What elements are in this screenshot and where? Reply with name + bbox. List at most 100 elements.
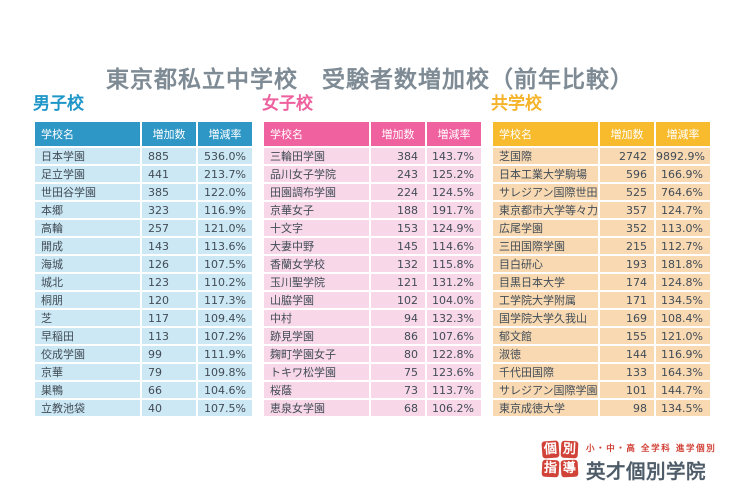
rate-cell: 125.2% (425, 164, 483, 184)
increase-cell: 99 (140, 344, 198, 364)
table-row: 本郷 323 116.9% (33, 200, 254, 220)
increase-cell: 188 (369, 200, 427, 220)
rate-cell: 123.6% (425, 362, 483, 382)
table-row: 千代田国際 133 164.3% (491, 362, 712, 382)
column-header-increase: 増加数 (369, 120, 427, 148)
school-name-cell: 玉川聖学院 (262, 272, 371, 292)
rate-cell: 122.0% (196, 182, 254, 202)
school-name-cell: 高輪 (33, 218, 142, 238)
column-header-school-name: 学校名 (491, 120, 600, 148)
rate-cell: 124.7% (654, 200, 712, 220)
rate-cell: 117.3% (196, 290, 254, 310)
school-name-cell: 桐朋 (33, 290, 142, 310)
school-name-cell: 麹町学園女子 (262, 344, 371, 364)
increase-cell: 385 (140, 182, 198, 202)
rate-cell: 107.5% (196, 398, 254, 418)
rate-cell: 113.6% (196, 236, 254, 256)
table-row: 日本工業大学駒場 596 166.9% (491, 164, 712, 184)
increase-cell: 80 (369, 344, 427, 364)
school-name-cell: 大妻中野 (262, 236, 371, 256)
rate-cell: 108.4% (654, 308, 712, 328)
rate-cell: 113.0% (654, 218, 712, 238)
school-name-cell: 中村 (262, 308, 371, 328)
increase-cell: 123 (140, 272, 198, 292)
column-header-school-name: 学校名 (33, 120, 142, 148)
table-row: 芝国際 2742 9892.9% (491, 146, 712, 166)
increase-cell: 94 (369, 308, 427, 328)
table-row: 郁文館 155 121.0% (491, 326, 712, 346)
table-row: 田園調布学園 224 124.5% (262, 182, 483, 202)
increase-cell: 133 (598, 362, 656, 382)
school-name-cell: 恵泉女学園 (262, 398, 371, 418)
increase-cell: 66 (140, 380, 198, 400)
table-row: 海城 126 107.5% (33, 254, 254, 274)
table-row: 芝 117 109.4% (33, 308, 254, 328)
stamp-tile: 指 (541, 459, 560, 478)
increase-cell: 885 (140, 146, 198, 166)
table-row: 大妻中野 145 114.6% (262, 236, 483, 256)
rate-cell: 109.4% (196, 308, 254, 328)
table-row: 玉川聖学院 121 131.2% (262, 272, 483, 292)
rate-cell: 106.2% (425, 398, 483, 418)
page-title: 東京都私立中学校 受験者数増加校（前年比較） (106, 67, 634, 93)
table-row: 巣鴨 66 104.6% (33, 380, 254, 400)
rate-cell: 191.7% (425, 200, 483, 220)
school-name-cell: 跡見学園 (262, 326, 371, 346)
rate-cell: 124.9% (425, 218, 483, 238)
school-name-cell: 日本学園 (33, 146, 142, 166)
increase-cell: 257 (140, 218, 198, 238)
table-row: 広尾学園 352 113.0% (491, 218, 712, 238)
rate-cell: 111.9% (196, 344, 254, 364)
increase-cell: 215 (598, 236, 656, 256)
column-header-increase: 増加数 (140, 120, 198, 148)
rate-cell: 104.0% (425, 290, 483, 310)
stamp-tile: 別 (560, 440, 579, 459)
school-name-cell: 京華 (33, 362, 142, 382)
school-name-cell: 芝国際 (491, 146, 600, 166)
school-name-cell: 国学院大学久我山 (491, 308, 600, 328)
school-name-cell: 目白研心 (491, 254, 600, 274)
school-name-cell: 巣鴨 (33, 380, 142, 400)
increase-cell: 40 (140, 398, 198, 418)
table-row: サレジアン国際世田谷 525 764.6% (491, 182, 712, 202)
increase-cell: 98 (598, 398, 656, 418)
school-name-cell: 海城 (33, 254, 142, 274)
table-row: 十文字 153 124.9% (262, 218, 483, 238)
table-row: 品川女子学院 243 125.2% (262, 164, 483, 184)
table-header-row: 学校名 増加数 増減率 (262, 120, 483, 148)
brand-logo: 個 別 指 導 小・中・高 全学科 進学個別 英才個別学院 (541, 438, 716, 484)
increase-cell: 174 (598, 272, 656, 292)
school-name-cell: 足立学園 (33, 164, 142, 184)
rate-cell: 121.0% (196, 218, 254, 238)
table-section-boys: 男子校 学校名 増加数 増減率 日本学園 885 536.0% 足立学園 441 213.… (33, 94, 254, 418)
rate-cell: 132.3% (425, 308, 483, 328)
table-row: 目白研心 193 181.8% (491, 254, 712, 274)
stamp-tile: 導 (560, 459, 579, 478)
increase-cell: 243 (369, 164, 427, 184)
table-section-girls: 女子校 学校名 増加数 増減率 三輪田学園 384 143.7% 品川女子学院 243 1… (262, 96, 483, 418)
school-name-cell: トキワ松学園 (262, 362, 371, 382)
table-header-row: 学校名 増加数 増減率 (491, 120, 712, 148)
school-name-cell: 千代田国際 (491, 362, 600, 382)
rate-cell: 116.9% (654, 344, 712, 364)
increase-cell: 384 (369, 146, 427, 166)
school-name-cell: 郁文館 (491, 326, 600, 346)
school-name-cell: 広尾学園 (491, 218, 600, 238)
table-row: 麹町学園女子 80 122.8% (262, 344, 483, 364)
table-row: 中村 94 132.3% (262, 308, 483, 328)
column-header-school-name: 学校名 (262, 120, 371, 148)
table-row: 東京都市大学等々力 357 124.7% (491, 200, 712, 220)
school-name-cell: サレジアン国際世田谷 (491, 182, 600, 202)
increase-cell: 73 (369, 380, 427, 400)
increase-cell: 144 (598, 344, 656, 364)
rate-cell: 115.8% (425, 254, 483, 274)
table-row: 三輪田学園 384 143.7% (262, 146, 483, 166)
rate-cell: 110.2% (196, 272, 254, 292)
table-row: 高輪 257 121.0% (33, 218, 254, 238)
section-title-boys: 男子校 (33, 94, 84, 114)
rate-cell: 107.2% (196, 326, 254, 346)
school-name-cell: 芝 (33, 308, 142, 328)
rate-cell: 116.9% (196, 200, 254, 220)
school-name-cell: 淑徳 (491, 344, 600, 364)
boys-schools-table: 学校名 増加数 増減率 日本学園 885 536.0% 足立学園 441 213.7% 世田… (33, 120, 254, 418)
